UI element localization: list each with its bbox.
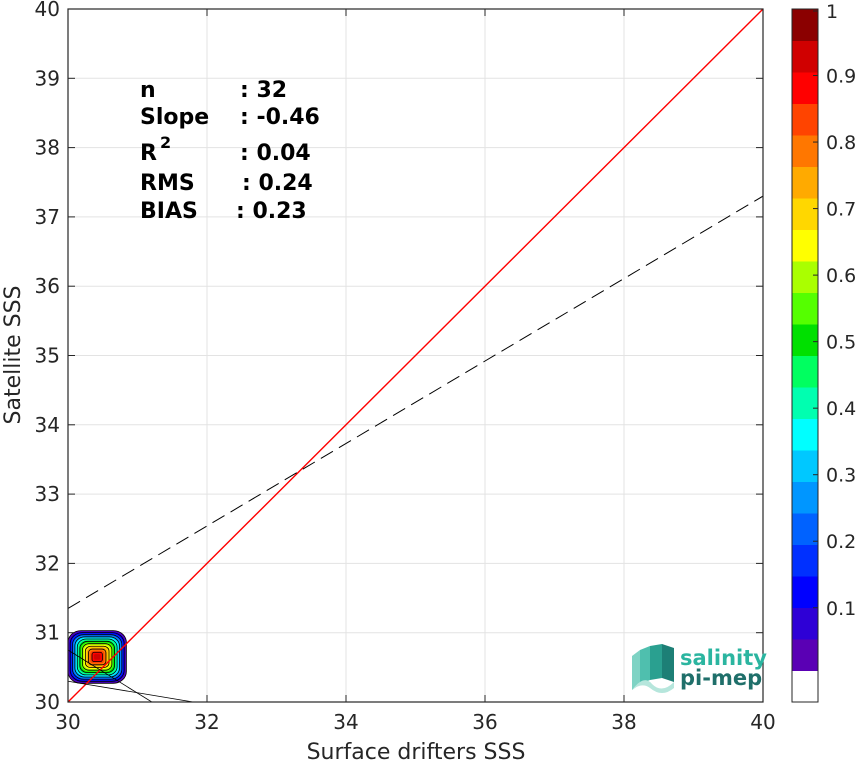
statistics-box: n : 32 Slope : -0.46 R 2 : 0.04 RMS : 0.24 BIAS : …	[140, 78, 320, 224]
y-tick-label: 35	[35, 344, 60, 368]
colorbar-tick-label: 0.5	[826, 332, 856, 354]
stat-value: : 32	[240, 78, 287, 103]
x-tick-label: 30	[55, 710, 80, 734]
stat-value: : 0.24	[242, 171, 313, 196]
colorbar-segment	[792, 639, 818, 671]
y-axis-label: Satellite SSS	[1, 286, 26, 425]
stat-label: Slope	[140, 105, 209, 130]
confidence-line	[68, 680, 194, 702]
y-tick-label: 34	[35, 413, 60, 437]
confidence-line	[68, 649, 153, 702]
colorbar-segment	[792, 418, 818, 451]
colorbar-frame	[791, 8, 819, 703]
colorbar-segment	[792, 40, 818, 73]
colorbar-segment	[792, 513, 818, 545]
colorbar-tick-label: 0.7	[826, 199, 856, 221]
salinity-pi-mep-logo: salinity pi-mep	[632, 644, 767, 693]
stat-label: n	[140, 78, 156, 103]
regression-line	[68, 195, 763, 609]
colorbar-segment	[792, 72, 818, 104]
colorbar-tick-label: 1	[826, 1, 838, 23]
colorbar-segment	[792, 292, 818, 325]
x-tick-label: 32	[194, 710, 219, 734]
colorbar-segment	[792, 576, 818, 608]
density-contour	[94, 654, 101, 660]
colorbar-tick-label: 0.6	[826, 265, 856, 287]
colorbar-tick-label: 0.1	[826, 598, 856, 620]
colorbar-segment	[792, 387, 818, 419]
colorbar: 0.1 0.2 0.3 0.4 0.5 0.6 0.7 0.8 0.9 1	[791, 1, 856, 703]
stat-value: : 0.23	[236, 199, 307, 224]
y-tick-label: 36	[35, 274, 60, 298]
colorbar-segment	[792, 261, 818, 293]
identity-line	[68, 9, 763, 702]
stat-label-superscript: 2	[160, 133, 171, 152]
colorbar-segment	[792, 135, 818, 167]
x-tick-label: 38	[611, 710, 636, 734]
stat-label: RMS	[140, 171, 195, 196]
colorbar-tick-label: 0.8	[826, 132, 856, 154]
stat-value: : 0.04	[240, 141, 311, 166]
logo-text-line1: salinity	[680, 646, 767, 670]
colorbar-segment	[792, 229, 818, 262]
colorbar-tick-label: 0.4	[826, 398, 856, 420]
colorbar-segment	[792, 481, 818, 514]
colorbar-segment	[792, 103, 818, 136]
colorbar-tick-label: 0.3	[826, 465, 856, 487]
stat-label: BIAS	[140, 199, 198, 224]
colorbar-segment	[792, 198, 818, 230]
colorbar-segment	[792, 166, 818, 199]
x-axis-label: Surface drifters SSS	[307, 740, 526, 764]
y-tick-label: 32	[35, 551, 60, 575]
colorbar-segment	[792, 670, 818, 703]
colorbar-segment	[792, 324, 818, 356]
y-tick-label: 30	[35, 690, 60, 714]
y-tick-label: 37	[35, 205, 60, 229]
y-tick-label: 40	[35, 0, 60, 21]
colorbar-segment	[792, 544, 818, 577]
x-tick-label: 34	[333, 710, 358, 734]
x-tick-label: 36	[472, 710, 497, 734]
colorbar-tick-label: 0.9	[826, 66, 856, 88]
y-tick-label: 33	[35, 482, 60, 506]
y-tick-label: 31	[35, 621, 60, 645]
stat-value: : -0.46	[240, 105, 320, 130]
x-tick-label: 40	[750, 710, 775, 734]
y-tick-label: 38	[35, 136, 60, 160]
y-tick-label: 39	[35, 66, 60, 90]
x-axis-ticks: 30 32 34 36 38 40	[55, 9, 776, 734]
logo-text-line2: pi-mep	[680, 666, 762, 690]
y-axis-ticks: 30 31 32 33 34 35 36 37 38 39 40	[35, 0, 763, 714]
fit-lines	[68, 9, 763, 702]
stat-label: R	[140, 141, 157, 166]
density-contours	[67, 630, 127, 684]
colorbar-segment	[792, 607, 818, 640]
colorbar-tick-label: 0.2	[826, 531, 856, 553]
colorbar-segment	[792, 450, 818, 482]
colorbar-segment	[792, 9, 818, 41]
colorbar-segment	[792, 355, 818, 388]
